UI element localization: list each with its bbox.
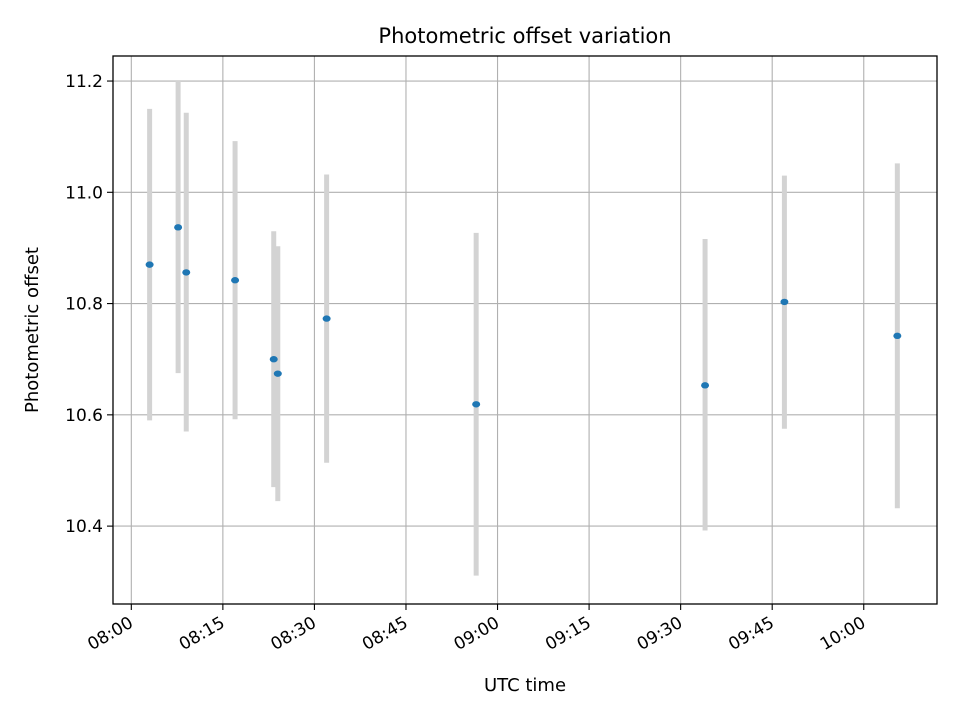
- data-point: [472, 401, 481, 408]
- plot-frame: [112, 55, 938, 605]
- y-axis-ticks: 10.4 10.6 10.8 11.0 11.2: [65, 72, 113, 537]
- y-axis-label: Photometric offset: [22, 247, 43, 413]
- y-tick-label: 11.0: [65, 183, 103, 203]
- y-tick-label: 10.6: [65, 406, 103, 426]
- data-point: [701, 382, 710, 389]
- data-point: [145, 261, 154, 268]
- grid-lines: [113, 56, 937, 604]
- data-point: [893, 332, 902, 340]
- data-points: [145, 224, 902, 408]
- data-point: [322, 315, 331, 322]
- y-tick-label: 11.2: [65, 72, 103, 92]
- y-tick-label: 10.8: [65, 295, 103, 315]
- y-tick-label: 10.4: [65, 517, 103, 537]
- data-point: [273, 370, 282, 377]
- data-point: [780, 298, 789, 306]
- chart-title: Photometric offset variation: [378, 24, 671, 48]
- data-point: [174, 224, 183, 231]
- data-point: [269, 356, 278, 363]
- x-axis-label: UTC time: [484, 675, 566, 696]
- data-point: [231, 277, 240, 284]
- data-point: [182, 269, 191, 276]
